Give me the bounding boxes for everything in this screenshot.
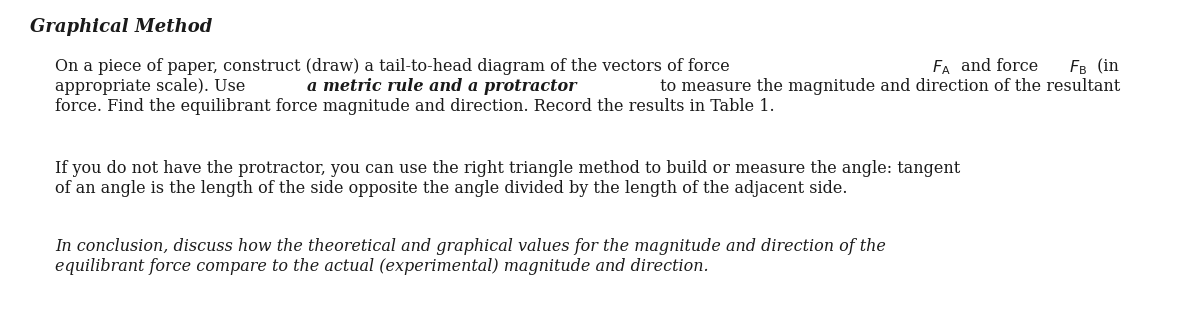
Text: $F_{\mathrm{A}}$: $F_{\mathrm{A}}$ [932, 58, 950, 77]
Text: (in: (in [1092, 58, 1120, 75]
Text: a metric rule and a protractor: a metric rule and a protractor [307, 78, 577, 95]
Text: If you do not have the protractor, you can use the right triangle method to buil: If you do not have the protractor, you c… [55, 160, 960, 177]
Text: equilibrant force compare to the actual (experimental) magnitude and direction.: equilibrant force compare to the actual … [55, 258, 709, 275]
Text: $F_{\mathrm{B}}$: $F_{\mathrm{B}}$ [1069, 58, 1087, 77]
Text: to measure the magnitude and direction of the resultant: to measure the magnitude and direction o… [655, 78, 1121, 95]
Text: In conclusion, discuss how the theoretical and graphical values for the magnitud: In conclusion, discuss how the theoretic… [55, 238, 886, 255]
Text: appropriate scale). Use: appropriate scale). Use [55, 78, 251, 95]
Text: Graphical Method: Graphical Method [30, 18, 212, 36]
Text: and force: and force [956, 58, 1044, 75]
Text: On a piece of paper, construct (draw) a tail-to-head diagram of the vectors of f: On a piece of paper, construct (draw) a … [55, 58, 734, 75]
Text: force. Find the equilibrant force magnitude and direction. Record the results in: force. Find the equilibrant force magnit… [55, 98, 775, 115]
Text: of an angle is the length of the side opposite the angle divided by the length o: of an angle is the length of the side op… [55, 180, 847, 197]
